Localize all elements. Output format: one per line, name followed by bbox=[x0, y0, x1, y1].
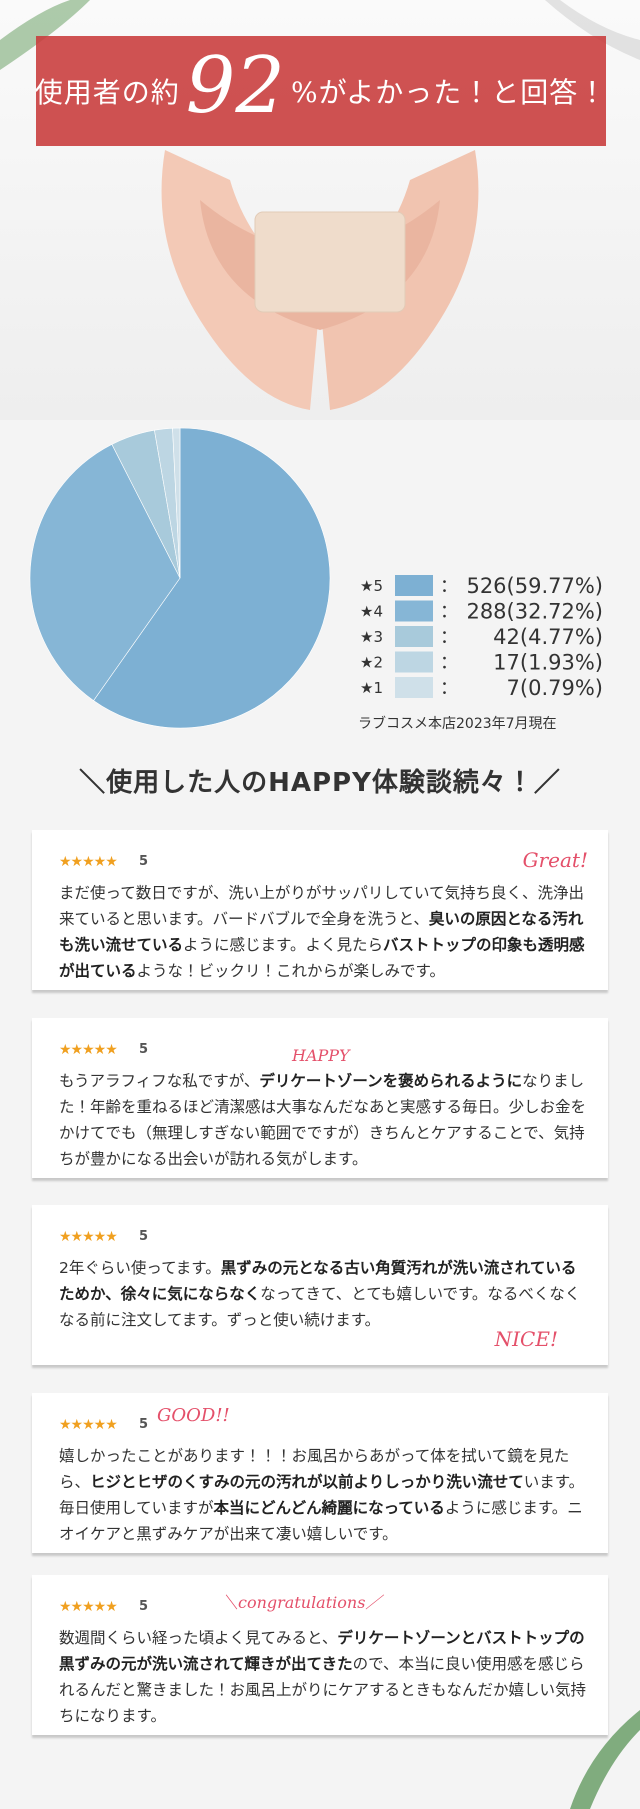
review-text: なりました！年齢を重ねるほど清潔感は大事なんだなあと実感する毎日。少しお金をかけ… bbox=[59, 1072, 587, 1168]
review-decoration: Great! bbox=[522, 848, 588, 872]
legend-separator: ： bbox=[440, 627, 458, 648]
review-decoration: ＼congratulations／ bbox=[222, 1593, 382, 1612]
review-text-bold: バストトップの印象も透明感が出ている bbox=[59, 936, 585, 980]
value-label: 526(59.77%) bbox=[466, 574, 603, 598]
legend-separator: ： bbox=[440, 576, 458, 597]
leaf-corner bbox=[570, 1710, 640, 1809]
banner: 使用者の約 92 %がよかった！と回答！ bbox=[34, 36, 608, 146]
pie-slice bbox=[172, 427, 181, 579]
leaf bbox=[0, 0, 90, 70]
review-card: ★★★★★ 5 HAPPY もうアラフィフな私ですが、デリケートゾーンを褒められるよう… bbox=[32, 1018, 608, 1178]
legend-label: ★4 bbox=[360, 603, 383, 621]
review-text-bold: ヒジとヒザのくすみの元の汚れが以前よりしっかり洗い流せて bbox=[90, 1473, 524, 1491]
hero: 使用者の約 92 %がよかった！と回答！ bbox=[0, 0, 640, 420]
review-body: 嬉しかったことがあります！！！お風呂からあがって体を拭いて鏡を見たら、ヒジとヒザ… bbox=[59, 1443, 587, 1547]
review-card: ★★★★★ 5 Great! まだ使って数日ですが、洗い上がりがサッパリしていて気持ち… bbox=[32, 830, 608, 990]
review-body: まだ使って数日ですが、洗い上がりがサッパリしていて気持ち良く、洗浄出来ていると思… bbox=[59, 880, 587, 984]
review-text-bold: 臭いの原因となる汚れも洗い流せている bbox=[59, 910, 584, 954]
legend-separator: ： bbox=[440, 602, 458, 623]
banner-suffix: %がよかった！と回答！ bbox=[291, 76, 608, 109]
hero-illustration bbox=[0, 0, 640, 410]
review-stars: ★★★★★ bbox=[59, 1599, 118, 1615]
legend-separator: ： bbox=[440, 678, 458, 699]
legend-swatch bbox=[395, 677, 433, 698]
review-rating: 5 bbox=[139, 1042, 149, 1057]
review-rating: 5 bbox=[139, 1229, 149, 1244]
review-text: ような！ビックリ！これからが楽しみです。 bbox=[136, 962, 445, 980]
review-decoration: HAPPY bbox=[292, 1046, 350, 1065]
review-body: 2年ぐらい使ってます。黒ずみの元となる古い角質汚れが洗い流されているためか、徐々… bbox=[59, 1255, 587, 1333]
legend-swatch bbox=[395, 575, 433, 596]
review-text: なってきて、とても嬉しいです。なるべくなくなる前に注文してます。ずっと使い続けま… bbox=[59, 1285, 581, 1329]
review-text: ように感じます。ニオイケアと黒ずみケアが出来て凄い嬉しいです。 bbox=[59, 1499, 583, 1543]
review-stars: ★★★★★ bbox=[59, 1229, 118, 1245]
review-text: 2年ぐらい使ってます。 bbox=[59, 1259, 221, 1277]
legend-label: ★3 bbox=[360, 628, 383, 646]
legend-label: ★2 bbox=[360, 654, 383, 672]
review-body: 数週間くらい経った頃よく見てみると、デリケートゾーンとバストトップの黒ずみの元が… bbox=[59, 1625, 587, 1729]
legend-separator: ： bbox=[440, 653, 458, 674]
pie-slice bbox=[29, 443, 181, 702]
legend-swatch bbox=[395, 600, 433, 622]
legend-label: ★5 bbox=[360, 577, 383, 595]
review-text: 数週間くらい経った頃よく見てみると、 bbox=[59, 1629, 338, 1647]
legend-swatch bbox=[395, 651, 433, 673]
review-text: 嬉しかったことがあります！！！お風呂からあがって体を拭いて鏡を見たら、 bbox=[59, 1447, 570, 1491]
review-rating: 5 bbox=[139, 854, 149, 869]
review-stars: ★★★★★ bbox=[59, 854, 118, 870]
review-rating: 5 bbox=[139, 1417, 149, 1432]
review-text: います。毎日使用していますが bbox=[59, 1473, 585, 1517]
review-decoration: GOOD!! bbox=[157, 1405, 230, 1426]
section-title: ＼使用した人のHAPPY体験談続々！／ bbox=[79, 768, 561, 798]
value-label: 42(4.77%) bbox=[493, 625, 603, 649]
value-label: 17(1.93%) bbox=[493, 651, 603, 675]
value-label: 288(32.72%) bbox=[466, 600, 603, 624]
review-text: ように感じます。よく見たら bbox=[183, 936, 383, 954]
review-decoration: NICE! bbox=[494, 1327, 558, 1351]
banner-prefix: 使用者の約 bbox=[34, 76, 180, 109]
chart-note: ラブコスメ本店2023年7月現在 bbox=[358, 715, 557, 732]
review-text: ので、本当に良い使用感を感じられるんだと驚きました！お風呂上がりにケアするときも… bbox=[59, 1655, 587, 1725]
leaf-shadow bbox=[545, 0, 640, 60]
soap bbox=[254, 211, 406, 313]
review-card: ★★★★★ 5 GOOD!! 嬉しかったことがあります！！！お風呂からあがって体を拭い… bbox=[32, 1393, 608, 1553]
value-label: 7(0.79%) bbox=[507, 676, 603, 700]
legend-swatch bbox=[395, 626, 433, 647]
review-text: もうアラフィフな私ですが、 bbox=[59, 1072, 260, 1090]
review-body: もうアラフィフな私ですが、デリケートゾーンを褒められるようになりました！年齢を重… bbox=[59, 1068, 587, 1172]
review-card: ★★★★★ 5 NICE! 2年ぐらい使ってます。黒ずみの元となる古い角質汚れが洗い流… bbox=[32, 1205, 608, 1365]
review-text-bold: 黒ずみの元となる古い角質汚れが洗い流されているためか、徐々に気にならなく bbox=[59, 1259, 577, 1303]
review-stars: ★★★★★ bbox=[59, 1042, 118, 1058]
review-stars: ★★★★★ bbox=[59, 1417, 118, 1433]
legend-label: ★1 bbox=[360, 679, 383, 697]
pie-slice bbox=[93, 427, 331, 729]
review-rating: 5 bbox=[139, 1599, 149, 1614]
leaf bbox=[570, 1710, 640, 1809]
pie-chart: ★5 ： 526(59.77%) ★4 ： 288(32.72%) ★3 ： 42(4.77%)… bbox=[29, 427, 603, 732]
review-card: ★★★★★ 5 ＼congratulations／ 数週間くらい経った頃よく見てみると… bbox=[32, 1575, 608, 1735]
review-text-bold: デリケートゾーンとバストトップの黒ずみの元が洗い流されて輝きが出てきた bbox=[59, 1629, 585, 1673]
review-text-bold: 本当にどんどん綺麗になっている bbox=[213, 1499, 445, 1517]
banner-number: 92 bbox=[185, 41, 286, 131]
review-text: まだ使って数日ですが、洗い上がりがサッパリしていて気持ち良く、洗浄出来ていると思… bbox=[59, 884, 584, 928]
review-text-bold: デリケートゾーンを褒められるように bbox=[259, 1072, 523, 1090]
